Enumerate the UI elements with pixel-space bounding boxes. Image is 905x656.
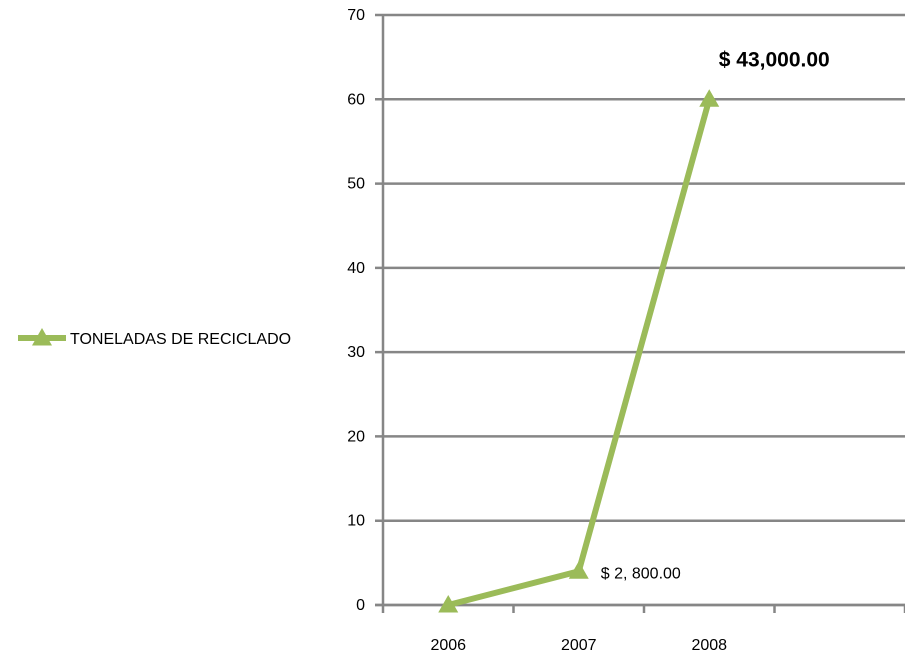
data-point-marker <box>568 561 589 579</box>
y-tick-label: 0 <box>356 597 365 614</box>
legend-label: TONELADAS DE RECICLADO <box>70 331 291 348</box>
y-tick-label: 40 <box>347 260 365 277</box>
y-tick-label: 10 <box>347 513 365 530</box>
data-label: $ 2, 800.00 <box>601 565 681 582</box>
x-tick-label: 2006 <box>430 637 466 654</box>
y-tick-label: 50 <box>347 176 365 193</box>
y-tick-label: 20 <box>347 428 365 445</box>
legend-triangle-marker <box>32 328 52 346</box>
x-axis-tick-marks <box>381 605 905 613</box>
y-axis-tick-labels: 0 10 20 30 40 50 60 70 <box>347 7 365 614</box>
x-axis-tick-labels: 2006 2007 2008 <box>430 637 727 654</box>
data-labels: $ 2, 800.00 $ 43,000.00 <box>601 48 830 582</box>
x-tick-label: 2008 <box>691 637 727 654</box>
x-tick-label: 2007 <box>561 637 597 654</box>
data-label: $ 43,000.00 <box>719 48 830 71</box>
y-tick-label: 60 <box>347 91 365 108</box>
y-tick-label: 70 <box>347 7 365 24</box>
data-point-marker <box>699 89 720 107</box>
series-toneladas-de-reciclado <box>438 89 720 613</box>
legend: TONELADAS DE RECICLADO <box>18 328 291 348</box>
data-point-marker <box>438 595 459 613</box>
grid-lines <box>375 13 905 607</box>
y-tick-label: 30 <box>347 344 365 361</box>
